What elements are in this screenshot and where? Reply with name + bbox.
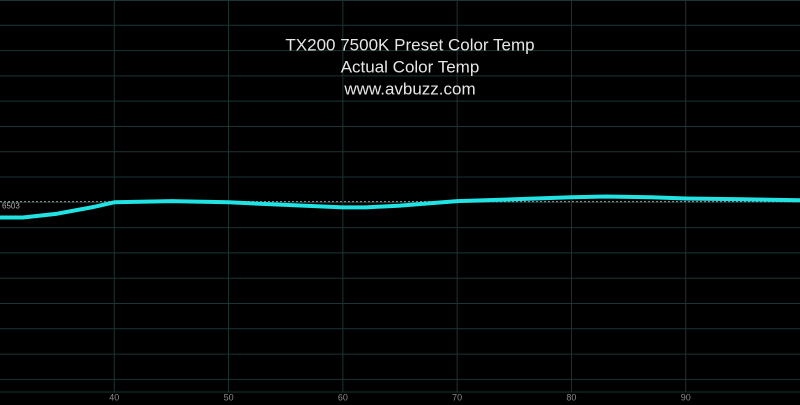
chart-subtitle: Actual Color Temp	[341, 57, 480, 76]
x-tick-label: 70	[452, 392, 462, 402]
x-tick-label: 60	[338, 392, 348, 402]
x-tick-label: 40	[109, 392, 119, 402]
chart-title: TX200 7500K Preset Color Temp	[285, 35, 534, 54]
x-tick-label: 90	[681, 392, 691, 402]
x-tick-label: 80	[566, 392, 576, 402]
plot	[0, 194, 800, 220]
series-line	[0, 194, 800, 220]
source: www.avbuzz.com	[343, 79, 475, 98]
reference-label: 6503	[2, 202, 20, 211]
x-tick-label: 50	[224, 392, 234, 402]
